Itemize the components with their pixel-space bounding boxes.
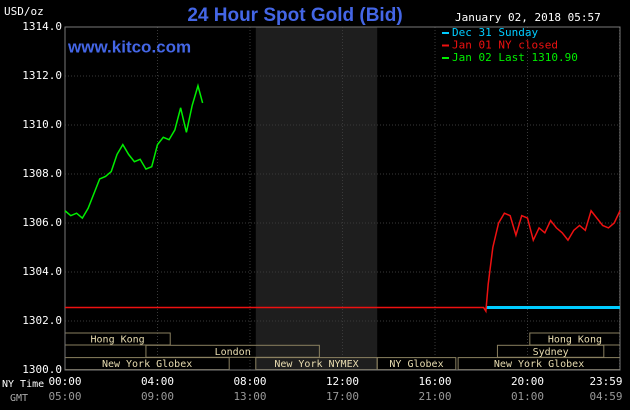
x2-tick-label: 13:00: [233, 390, 266, 403]
x-tick-label: 12:00: [326, 375, 359, 388]
session-label: Sydney: [533, 347, 569, 358]
session-label: London: [215, 347, 251, 358]
y-tick-label: 1310.0: [22, 118, 62, 131]
y-tick-label: 1308.0: [22, 167, 62, 180]
timestamp: January 02, 2018 05:57: [455, 11, 601, 24]
x2-tick-label: 05:00: [48, 390, 81, 403]
y-tick-label: 1304.0: [22, 265, 62, 278]
x-tick-label: 20:00: [511, 375, 544, 388]
series-line: [65, 209, 621, 314]
session-box: [145, 344, 320, 358]
x-axis-label: NY Time: [2, 379, 44, 390]
session-shade: [255, 27, 378, 370]
x-tick-label: 08:00: [233, 375, 266, 388]
chart-title: 24 Hour Spot Gold (Bid): [187, 5, 402, 26]
session-label: New York Globex: [102, 359, 192, 370]
y-tick-label: 1306.0: [22, 216, 62, 229]
session-label: Hong Kong: [548, 335, 602, 346]
legend-label: Jan 01 NY closed: [452, 39, 558, 52]
series-line: [64, 83, 204, 220]
x2-tick-label: 17:00: [326, 390, 359, 403]
x2-axis-label: GMT: [10, 393, 28, 404]
x2-tick-label: 21:00: [418, 390, 451, 403]
plot-frame: [64, 26, 621, 371]
y-axis-label: USD/oz: [4, 5, 44, 18]
x-tick-label: 16:00: [418, 375, 451, 388]
session-label: New York NYMEX: [274, 359, 358, 370]
x2-tick-label: 09:00: [141, 390, 174, 403]
session-label: NY Globex: [389, 359, 443, 370]
legend-label: Dec 31 Sunday: [452, 26, 538, 39]
x2-tick-label: 01:00: [511, 390, 544, 403]
x-tick-label: 00:00: [48, 375, 81, 388]
y-tick-label: 1302.0: [22, 314, 62, 327]
x-tick-label: 23:59: [589, 375, 622, 388]
legend-label: Jan 02 Last 1310.90: [452, 51, 578, 64]
session-label: New York Globex: [494, 359, 584, 370]
session-label: Hong Kong: [91, 335, 145, 346]
y-tick-label: 1300.0: [22, 363, 62, 376]
y-tick-label: 1312.0: [22, 69, 62, 82]
y-tick-label: 1314.0: [22, 20, 62, 33]
x2-tick-label: 04:59: [589, 390, 622, 403]
x-tick-label: 04:00: [141, 375, 174, 388]
source: www.kitco.com: [67, 37, 191, 56]
